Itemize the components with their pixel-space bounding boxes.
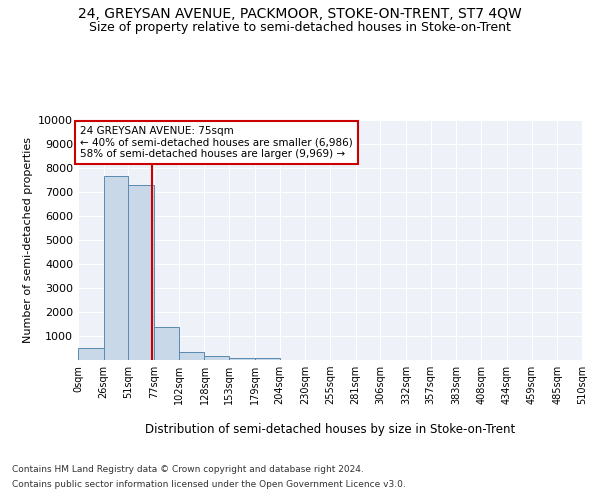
- Text: Contains public sector information licensed under the Open Government Licence v3: Contains public sector information licen…: [12, 480, 406, 489]
- Bar: [229, 358, 255, 360]
- Bar: [255, 358, 280, 360]
- Text: Size of property relative to semi-detached houses in Stoke-on-Trent: Size of property relative to semi-detach…: [89, 21, 511, 34]
- Bar: [205, 356, 229, 360]
- Bar: [78, 348, 104, 360]
- Bar: [179, 352, 205, 360]
- Text: Contains HM Land Registry data © Crown copyright and database right 2024.: Contains HM Land Registry data © Crown c…: [12, 465, 364, 474]
- Text: 24, GREYSAN AVENUE, PACKMOOR, STOKE-ON-TRENT, ST7 4QW: 24, GREYSAN AVENUE, PACKMOOR, STOKE-ON-T…: [78, 8, 522, 22]
- Bar: [128, 185, 154, 360]
- Y-axis label: Number of semi-detached properties: Number of semi-detached properties: [23, 137, 32, 343]
- Bar: [104, 176, 128, 360]
- Text: 24 GREYSAN AVENUE: 75sqm
← 40% of semi-detached houses are smaller (6,986)
58% o: 24 GREYSAN AVENUE: 75sqm ← 40% of semi-d…: [80, 126, 353, 159]
- Bar: [154, 328, 179, 360]
- Text: Distribution of semi-detached houses by size in Stoke-on-Trent: Distribution of semi-detached houses by …: [145, 422, 515, 436]
